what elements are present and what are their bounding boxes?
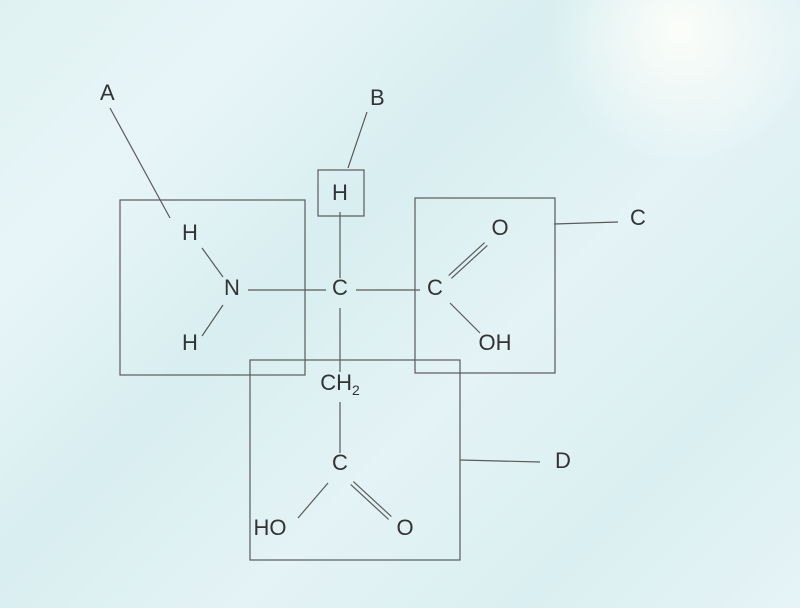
atom-O_bottom: O (396, 515, 413, 540)
atom-CH2: CH2 (320, 370, 360, 398)
bond (351, 484, 389, 519)
atom-H_down: H (182, 330, 198, 355)
bond (202, 248, 223, 277)
leader-B (348, 112, 367, 168)
label-C: C (630, 205, 646, 230)
atom-O_top: O (491, 215, 508, 240)
bond (451, 245, 487, 278)
bond (353, 482, 391, 517)
atom-C_bottom: C (332, 450, 348, 475)
bond (449, 243, 485, 276)
bond (450, 303, 480, 333)
box-A (120, 200, 305, 375)
atom-HO: HO (254, 515, 287, 540)
leader-C (554, 222, 618, 224)
leader-D (460, 460, 540, 462)
atom-H_up: H (182, 220, 198, 245)
label-A: A (100, 80, 115, 105)
label-B: B (370, 85, 385, 110)
label-D: D (555, 448, 571, 473)
bond (202, 305, 223, 336)
atom-OH: OH (479, 330, 512, 355)
atom-C_right: C (427, 275, 443, 300)
region-labels: A B C D (100, 80, 646, 473)
leader-lines (110, 108, 618, 462)
bond (298, 483, 328, 518)
leader-A (110, 108, 170, 218)
atom-H_top: H (332, 180, 348, 205)
amino-acid-diagram: H H N H C C O OH CH2 C HO O A B C D (0, 0, 800, 608)
atom-N: N (224, 275, 240, 300)
atom-C_center: C (332, 275, 348, 300)
